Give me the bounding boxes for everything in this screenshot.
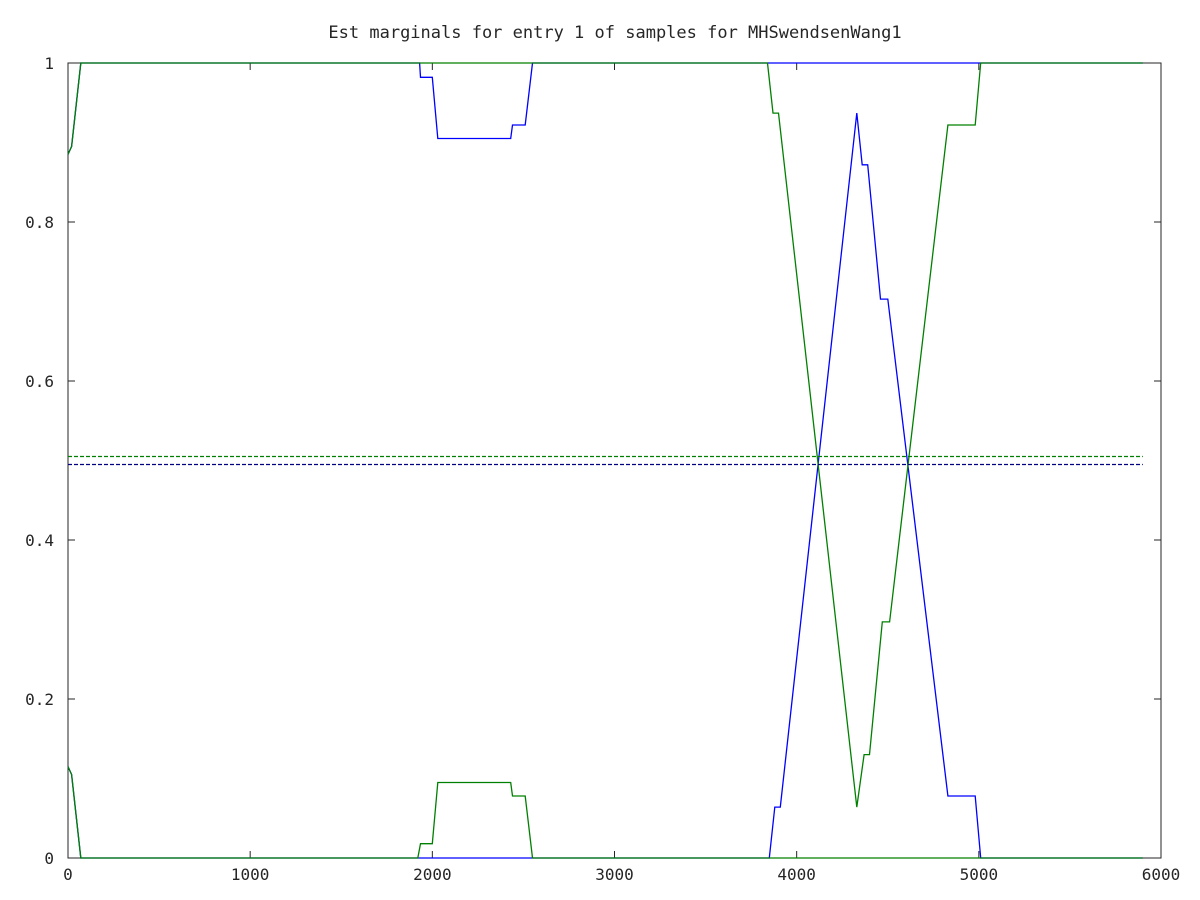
x-tick-label: 1000 (231, 865, 270, 884)
y-tick-label: 0.8 (25, 213, 54, 232)
y-tick-label: 0.4 (25, 531, 54, 550)
axis-ticks: 0 1000 2000 3000 4000 5000 6000 0 0.2 0.4 0.6 0.8 1 (25, 54, 1180, 884)
x-tick-label: 6000 (1142, 865, 1181, 884)
x-tick-label: 5000 (960, 865, 999, 884)
x-tick-label: 3000 (595, 865, 634, 884)
y-tick-label: 0 (44, 849, 54, 868)
x-tick-label: 4000 (777, 865, 816, 884)
series-line-2 (67, 113, 1143, 859)
y-tick-label: 0.2 (25, 690, 54, 709)
chart-title: Est marginals for entry 1 of samples for… (328, 23, 901, 43)
series-line-4 (67, 766, 1143, 859)
plot-frame (67, 62, 1162, 859)
series-line-1 (67, 62, 1143, 155)
y-tick-label: 0.6 (25, 372, 54, 391)
x-tick-label: 0 (63, 865, 73, 884)
y-tick-label: 1 (44, 54, 54, 73)
series-group (67, 62, 1143, 859)
series-line-3 (67, 62, 1143, 808)
x-tick-label: 2000 (413, 865, 452, 884)
